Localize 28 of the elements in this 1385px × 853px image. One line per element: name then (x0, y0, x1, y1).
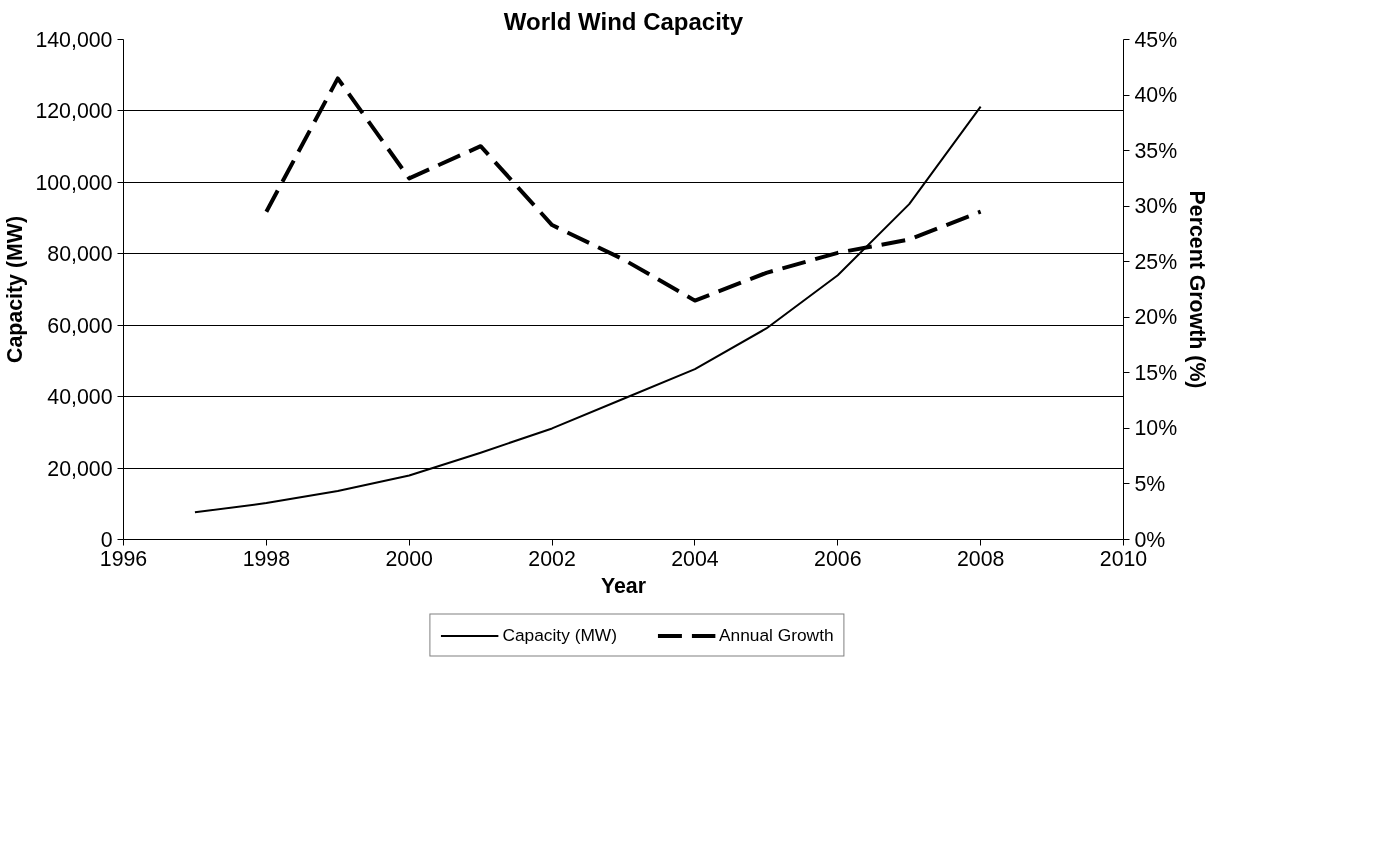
y2-tick-label: 25% (1134, 249, 1178, 274)
y2-tick-label: 5% (1134, 471, 1166, 496)
y2-axis-title: Percent Growth (%) (1185, 190, 1210, 389)
chart-title: World Wind Capacity (503, 7, 744, 35)
y-tick-label: 60,000 (47, 313, 113, 338)
y-tick-label: 40,000 (47, 385, 113, 410)
x-tick-label: 1998 (242, 546, 291, 571)
y2-tick-label: 40% (1134, 83, 1178, 108)
y-tick-label: 100,000 (35, 170, 113, 195)
x-tick-label: 2000 (385, 546, 434, 571)
y2-tick-label: 30% (1134, 194, 1178, 219)
y-tick-label: 120,000 (35, 99, 113, 124)
y2-tick-label: 35% (1134, 138, 1178, 163)
y2-tick-label: 20% (1134, 305, 1178, 330)
legend-label: Annual Growth (718, 624, 834, 646)
y-axis-title: Capacity (MW) (3, 216, 28, 363)
y2-tick-label: 15% (1134, 360, 1178, 385)
x-tick-label: 2008 (956, 546, 1005, 571)
x-tick-label: 2006 (814, 546, 862, 571)
y-tick-label: 80,000 (47, 242, 113, 267)
y-tick-label: 20,000 (47, 456, 113, 481)
x-tick-label: 2002 (528, 546, 576, 571)
legend-label: Capacity (MW) (502, 624, 617, 646)
y2-tick-label: 10% (1134, 416, 1178, 441)
x-axis-title: Year (600, 573, 647, 598)
x-tick-label: 2004 (671, 546, 719, 571)
y2-tick-label: 45% (1134, 27, 1178, 52)
y-tick-label: 140,000 (35, 28, 113, 52)
